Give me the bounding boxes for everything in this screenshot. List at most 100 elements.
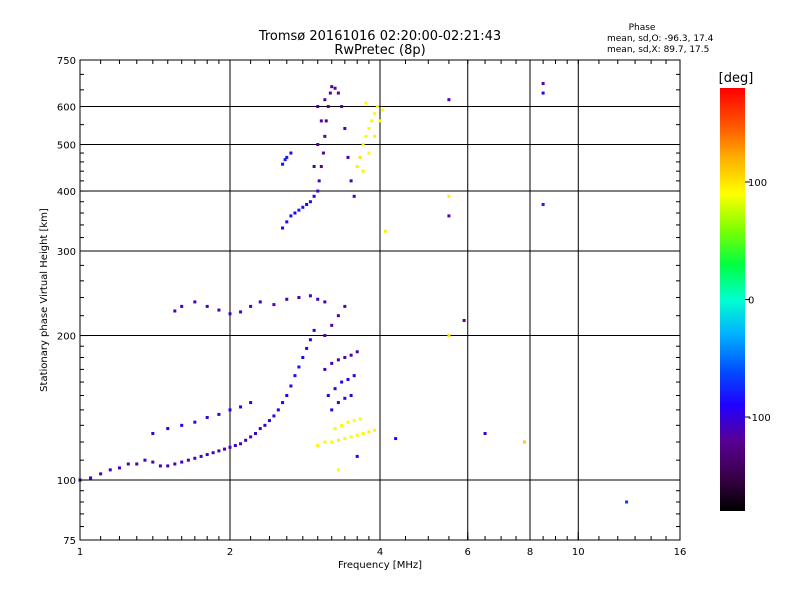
echo-point — [333, 387, 337, 391]
colorbar-tick-label: 0 — [748, 296, 754, 307]
echo-point — [316, 143, 320, 147]
echo-point — [447, 98, 451, 102]
echo-point — [316, 297, 320, 301]
echo-points — [78, 82, 629, 504]
echo-point — [324, 119, 328, 123]
stats-header: Phase — [629, 23, 656, 33]
echo-point — [352, 194, 356, 198]
x-axis-label: Frequency [MHz] — [338, 560, 422, 571]
echo-point — [276, 408, 280, 412]
echo-point — [186, 458, 190, 462]
echo-point — [312, 164, 316, 168]
stats-x-mode: mean, sd,X: 89.7, 17.5 — [607, 45, 709, 55]
x-tick-label: 8 — [527, 547, 533, 558]
y-tick-label: 600 — [57, 103, 76, 114]
echo-point — [333, 86, 337, 90]
echo-point — [358, 155, 362, 159]
echo-point — [323, 98, 327, 102]
echo-point — [349, 435, 353, 439]
echo-point — [373, 112, 377, 116]
echo-point — [330, 440, 334, 444]
echo-point — [378, 119, 382, 123]
echo-point — [340, 105, 344, 109]
echo-point — [523, 440, 527, 444]
echo-point — [349, 353, 353, 357]
echo-point — [343, 396, 347, 400]
echo-point — [301, 205, 305, 209]
echo-point — [323, 440, 327, 444]
echo-point — [340, 423, 344, 427]
echo-point — [336, 358, 340, 362]
echo-point — [349, 394, 353, 398]
echo-point — [340, 380, 344, 384]
echo-point — [293, 211, 297, 215]
echo-point — [297, 296, 301, 300]
echo-point — [205, 415, 209, 419]
y-tick-label: 100 — [57, 476, 76, 487]
echo-point — [211, 451, 215, 455]
echo-point — [285, 155, 289, 159]
echo-point — [367, 126, 371, 130]
echo-point — [272, 303, 276, 307]
echo-point — [135, 462, 139, 466]
echo-point — [289, 214, 293, 218]
echo-point — [239, 405, 243, 409]
colorbar — [720, 88, 745, 511]
echo-point — [180, 304, 184, 308]
echo-point — [346, 420, 350, 424]
echo-point — [217, 308, 221, 312]
echo-point — [326, 105, 330, 109]
echo-point — [321, 151, 325, 155]
echo-point — [336, 438, 340, 442]
echo-point — [352, 374, 356, 378]
y-tick-label: 400 — [57, 187, 76, 198]
echo-point — [319, 119, 323, 123]
echo-point — [281, 226, 285, 230]
echo-point — [447, 334, 451, 338]
echo-point — [381, 108, 385, 112]
echo-point — [285, 394, 289, 398]
grid-lines — [80, 60, 680, 540]
axes: 1 2 4 6 8 10 16 75 100 200 300 400 500 600 750 — [57, 56, 686, 558]
colorbar-tick-label: 100 — [748, 178, 767, 189]
echo-point — [289, 384, 293, 388]
echo-point — [625, 500, 629, 504]
y-tick-label: 200 — [57, 332, 76, 343]
echo-point — [285, 220, 289, 224]
echo-point — [193, 420, 197, 424]
echo-point — [346, 155, 350, 159]
echo-point — [346, 377, 350, 381]
echo-point — [258, 427, 262, 431]
echo-point — [173, 462, 177, 466]
echo-point — [239, 310, 243, 314]
echo-point — [328, 91, 332, 95]
echo-point — [323, 300, 327, 304]
echo-point — [308, 294, 312, 298]
echo-point — [173, 309, 177, 313]
echo-point — [373, 428, 377, 432]
echo-point — [126, 462, 130, 466]
echo-point — [244, 438, 248, 442]
echo-point — [319, 164, 323, 168]
echo-point — [180, 423, 184, 427]
echo-point — [541, 91, 545, 95]
echo-point — [289, 151, 293, 155]
echo-point — [267, 419, 271, 423]
echo-point — [297, 208, 301, 212]
colorbar-tick-label: -100 — [748, 413, 771, 424]
x-tick-label: 6 — [465, 547, 471, 558]
echo-point — [358, 417, 362, 421]
echo-point — [108, 468, 112, 472]
echo-point — [205, 304, 209, 308]
echo-point — [312, 194, 316, 198]
echo-point — [305, 202, 309, 206]
echo-point — [447, 214, 451, 218]
echo-point — [370, 119, 374, 123]
y-axis-label: Stationary phase Virtual Height [km] — [39, 208, 50, 392]
echo-point — [343, 304, 347, 308]
echo-point — [199, 454, 203, 458]
echo-point — [541, 202, 545, 206]
echo-point — [89, 476, 93, 480]
echo-point — [336, 91, 340, 95]
echo-point — [336, 401, 340, 405]
